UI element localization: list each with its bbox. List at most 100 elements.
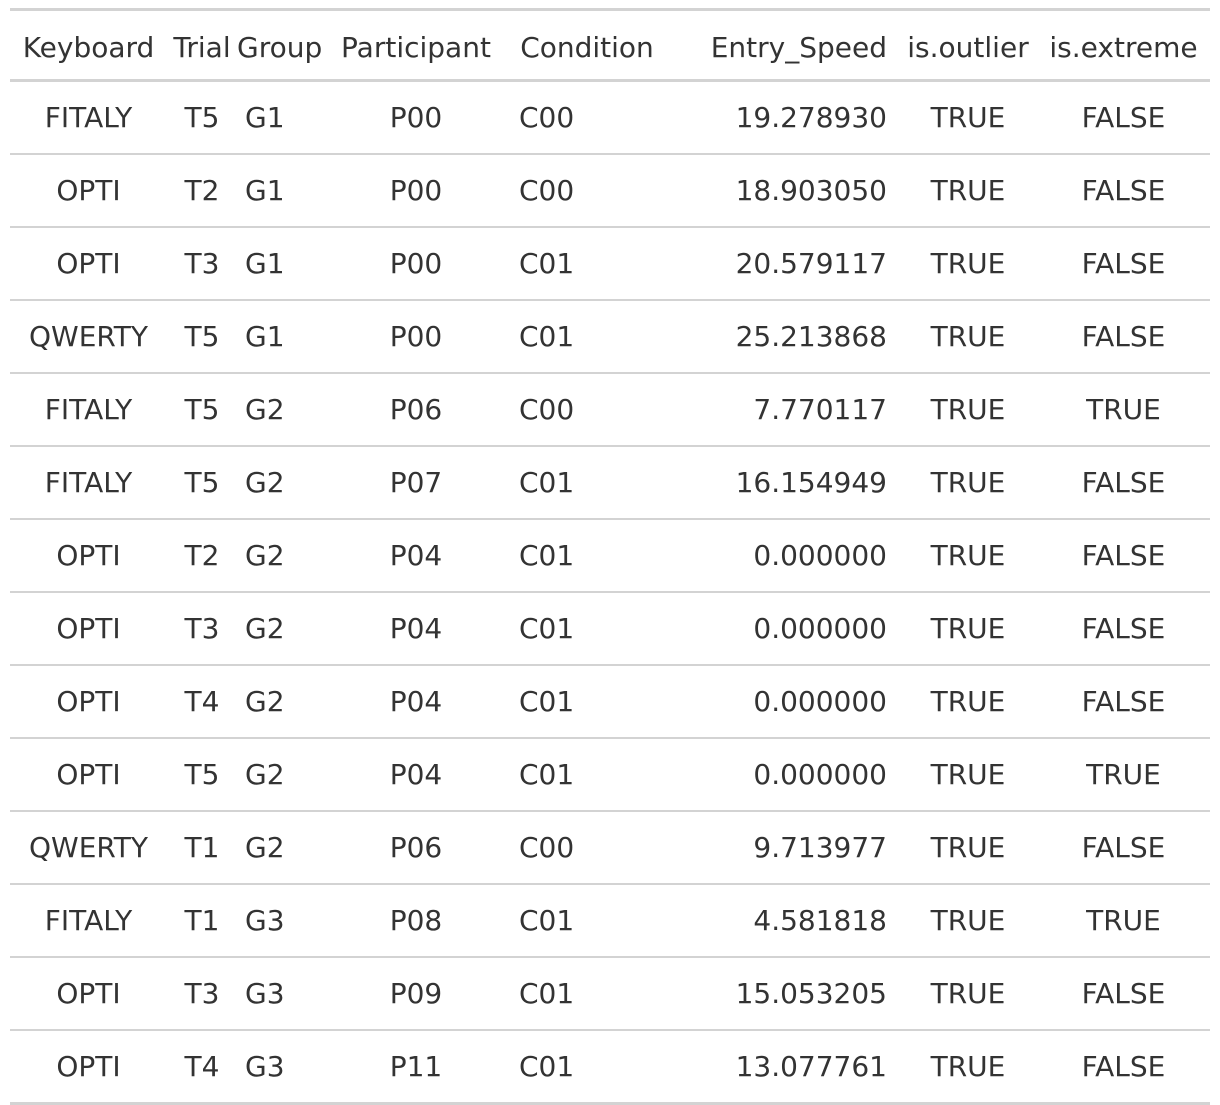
cell-condition: C01 [511,664,663,738]
cell-condition: C00 [519,101,575,134]
cell-trial: T1 [167,810,237,884]
cell-trial: T3 [167,956,237,1030]
cell-is-extreme: FALSE [1037,591,1210,665]
cell-group: G3 [237,1029,321,1104]
cell-participant: P00 [321,226,511,300]
cell-trial: T5 [167,445,237,519]
table-row: OPTI T3 G2 P04 C01 0.000000 TRUE FALSE [10,591,1210,665]
cell-condition: C01 [511,737,663,811]
cell-keyboard: OPTI [10,591,167,665]
cell-condition: C01 [511,518,663,592]
cell-entry-speed: 0.000000 [663,518,899,592]
cell-condition: C01 [511,591,663,665]
cell-is-outlier: TRUE [899,591,1037,665]
cell-trial: T3 [167,591,237,665]
table-header-row: Keyboard Trial Group Participant Conditi… [10,9,1210,82]
cell-group: G2 [237,810,321,884]
cell-keyboard: OPTI [10,664,167,738]
cell-is-outlier: TRUE [899,299,1037,373]
cell-participant: P06 [321,810,511,884]
table-row: OPTI T4 G3 P11 C01 13.077761 TRUE FALSE [10,1029,1210,1104]
cell-group: G2 [237,445,321,519]
cell-keyboard: QWERTY [10,299,167,373]
cell-entry-speed: 7.770117 [663,372,899,446]
column-header-group: Group [237,9,322,82]
data-table: Keyboard Trial Group Participant Conditi… [10,8,1210,1105]
cell-is-extreme: FALSE [1037,1029,1210,1104]
cell-keyboard: OPTI [10,1029,167,1104]
cell-is-outlier: TRUE [899,956,1037,1030]
cell-is-extreme: TRUE [1037,737,1210,811]
cell-is-extreme: FALSE [1037,810,1210,884]
cell-entry-speed: 25.213868 [663,299,899,373]
column-header-is-outlier: is.outlier [899,9,1037,82]
cell-trial: T5 [167,737,237,811]
column-header-condition: Condition [511,9,663,82]
cell-is-outlier: TRUE [899,810,1037,884]
cell-entry-speed: 13.077761 [663,1029,899,1104]
table-row: QWERTY T1 G2 P06 C00 9.713977 TRUE FALSE [10,810,1210,884]
cell-entry-speed: 19.278930 [735,101,887,134]
cell-is-outlier: TRUE [899,372,1037,446]
cell-participant: P04 [321,664,511,738]
cell-group: G1 [237,153,321,227]
cell-is-extreme: TRUE [1037,372,1210,446]
cell-is-extreme: FALSE [1037,445,1210,519]
cell-trial: T4 [167,664,237,738]
cell-is-outlier: TRUE [930,101,1006,134]
cell-entry-speed: 18.903050 [663,153,899,227]
cell-trial: T2 [167,518,237,592]
table-row: OPTI T5 G2 P04 C01 0.000000 TRUE TRUE [10,737,1210,811]
cell-participant: P04 [321,737,511,811]
cell-is-extreme: FALSE [1037,226,1210,300]
cell-group: G2 [237,591,321,665]
table-row: OPTI T3 G1 P00 C01 20.579117 TRUE FALSE [10,226,1210,300]
cell-participant: P04 [321,591,511,665]
cell-keyboard: OPTI [10,153,167,227]
cell-is-extreme: FALSE [1081,101,1166,134]
cell-entry-speed: 15.053205 [663,956,899,1030]
cell-keyboard: OPTI [10,956,167,1030]
table-row: OPTI T2 G1 P00 C00 18.903050 TRUE FALSE [10,153,1210,227]
cell-participant: P04 [321,518,511,592]
cell-keyboard: OPTI [10,518,167,592]
cell-condition: C01 [511,445,663,519]
cell-entry-speed: 16.154949 [663,445,899,519]
cell-is-outlier: TRUE [899,226,1037,300]
cell-trial: T5 [167,372,237,446]
table-row: FITALY T5 G2 P07 C01 16.154949 TRUE FALSE [10,445,1210,519]
cell-condition: C01 [511,299,663,373]
cell-condition: C01 [511,883,663,957]
cell-keyboard: FITALY [10,445,167,519]
cell-group: G3 [237,956,321,1030]
cell-condition: C00 [511,153,663,227]
cell-group: G2 [237,737,321,811]
table-row: QWERTY T5 G1 P00 C01 25.213868 TRUE FALSE [10,299,1210,373]
table-row: OPTI T3 G3 P09 C01 15.053205 TRUE FALSE [10,956,1210,1030]
cell-entry-speed: 0.000000 [663,664,899,738]
cell-trial: T1 [167,883,237,957]
table-row: OPTI T4 G2 P04 C01 0.000000 TRUE FALSE [10,664,1210,738]
cell-condition: C00 [511,810,663,884]
data-table-container: Keyboard Trial Group Participant Conditi… [10,8,1210,1105]
cell-group: G3 [237,883,321,957]
cell-group: G1 [237,299,321,373]
cell-keyboard: FITALY [10,372,167,446]
cell-entry-speed: 4.581818 [663,883,899,957]
column-header-keyboard: Keyboard [10,9,167,82]
cell-participant: P11 [321,1029,511,1104]
table-body: FITALY T5 G1 P00 C00 19.278930 TRUE FALSE OPTI T2… [10,81,1210,1104]
cell-entry-speed: 9.713977 [663,810,899,884]
cell-is-outlier: TRUE [899,737,1037,811]
cell-entry-speed: 20.579117 [663,226,899,300]
cell-condition: C00 [511,372,663,446]
table-row: OPTI T2 G2 P04 C01 0.000000 TRUE FALSE [10,518,1210,592]
cell-entry-speed: 0.000000 [663,737,899,811]
cell-group: G1 [237,226,321,300]
cell-is-extreme: FALSE [1037,153,1210,227]
column-header-is-extreme: is.extreme [1037,9,1210,82]
cell-participant: P07 [321,445,511,519]
cell-keyboard: FITALY [44,101,133,134]
cell-participant: P00 [389,101,443,134]
cell-is-extreme: TRUE [1037,883,1210,957]
